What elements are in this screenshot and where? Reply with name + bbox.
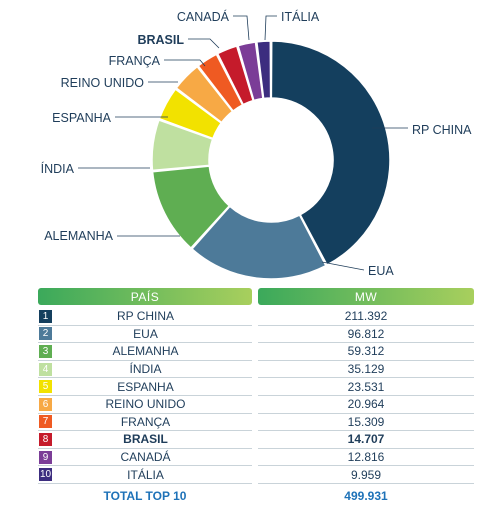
donut-slice [190,205,327,280]
table-header: PAÍS MW [38,288,474,305]
donut-slice [270,40,391,266]
rank-badge: 10 [39,468,52,482]
slice-label: FRANÇA [109,54,161,68]
mw-value: 12.816 [258,449,474,467]
rank-badge: 5 [39,380,52,394]
table-row: 9 CANADÁ 12.816 [38,449,474,467]
table-body: 1 RP CHINA 211.392 2 EUA 96.812 3 ALEMANHA 59.31… [38,308,474,484]
rank-badge: 3 [39,344,52,358]
slice-label: REINO UNIDO [61,76,145,90]
country-name: ALEMANHA [112,344,179,359]
country-cell: 8 BRASIL [38,431,252,449]
country-name: CANADÁ [120,450,171,465]
country-cell: 10 ITÁLIA [38,466,252,484]
ranking-table: PAÍS MW 1 RP CHINA 211.392 2 EUA 96.812 3 ALEMA… [38,288,474,506]
mw-value: 15.309 [258,414,474,432]
country-cell: 6 REINO UNIDO [38,396,252,414]
table-row: 8 BRASIL 14.707 [38,431,474,449]
table-row: 1 RP CHINA 211.392 [38,308,474,326]
donut-chart: RP CHINA EUA ALEMANHA ÍNDIA ESPANHA REINO UNI… [41,9,472,280]
country-cell: 3 ALEMANHA [38,343,252,361]
country-cell: 5 ESPANHA [38,378,252,396]
table-row: 6 REINO UNIDO 20.964 [38,396,474,414]
rank-badge: 9 [39,450,52,464]
slice-label: ESPANHA [52,111,111,125]
donut-slice [151,165,231,250]
slice-label: ÍNDIA [41,161,75,176]
country-name: EUA [133,326,158,341]
table-row: 10 ITÁLIA 9.959 [38,466,474,484]
total-value: 499.931 [344,488,388,503]
country-cell: 1 RP CHINA [38,308,252,326]
slice-label: BRASIL [137,33,184,47]
mw-value: 35.129 [258,361,474,379]
leader-line [321,261,365,271]
country-name: ESPANHA [117,379,174,394]
donut-slice [151,119,214,172]
table-row: 4 ÍNDIA 35.129 [38,361,474,379]
country-cell: 9 CANADÁ [38,449,252,467]
country-cell: 7 FRANÇA [38,414,252,432]
table-row: 2 EUA 96.812 [38,326,474,344]
rank-badge: 1 [39,309,52,323]
rank-badge: 4 [39,362,52,376]
mw-value: 96.812 [258,326,474,344]
rank-badge: 7 [39,415,52,429]
mw-value: 211.392 [258,308,474,326]
slice-label: CANADÁ [177,9,230,24]
mw-value: 9.959 [258,466,474,484]
leader-line [233,15,250,41]
table-row: 7 FRANÇA 15.309 [38,414,474,432]
slice-label: RP CHINA [412,123,472,137]
leader-line [264,15,277,41]
leader-line [188,38,220,49]
mw-value: 23.531 [258,378,474,396]
mw-value: 14.707 [258,431,474,449]
rank-badge: 8 [39,432,52,446]
table-row: 5 ESPANHA 23.531 [38,378,474,396]
rank-badge: 2 [39,327,52,341]
country-name: ITÁLIA [127,467,164,482]
country-cell: 4 ÍNDIA [38,361,252,379]
mw-value: 59.312 [258,343,474,361]
rank-badge: 6 [39,397,52,411]
donut-slice [256,40,272,100]
country-name: BRASIL [123,432,168,447]
total-row: TOTAL TOP 10 499.931 [38,486,474,506]
country-name: RP CHINA [116,309,175,324]
column-header-mw: MW [258,288,474,305]
leader-line [164,59,206,67]
total-label: TOTAL TOP 10 [103,488,187,503]
slice-label: EUA [368,264,394,278]
mw-value: 20.964 [258,396,474,414]
country-name: REINO UNIDO [105,397,186,412]
slice-label: ITÁLIA [281,9,320,24]
column-header-country: PAÍS [38,288,252,305]
country-name: FRANÇA [120,414,171,429]
country-cell: 2 EUA [38,326,252,344]
slice-label: ALEMANHA [44,229,113,243]
country-name: ÍNDIA [129,362,162,377]
table-row: 3 ALEMANHA 59.312 [38,343,474,361]
